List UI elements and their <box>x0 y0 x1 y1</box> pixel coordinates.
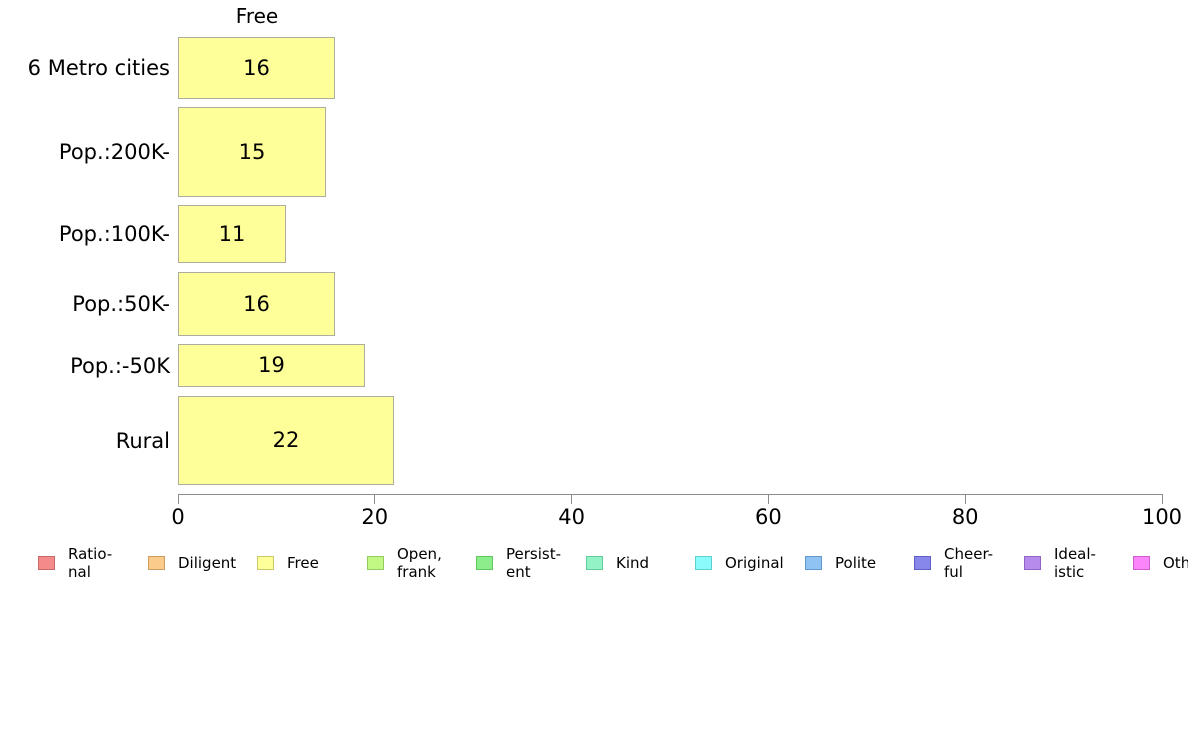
bar-value-label: 16 <box>243 291 270 316</box>
legend-swatch-icon <box>1133 556 1150 570</box>
category-label: Pop.:100K- <box>58 222 170 246</box>
x-axis-tick-mark <box>374 495 376 504</box>
bar-value-label: 22 <box>272 428 300 452</box>
x-axis-tick-label: 0 <box>171 505 185 529</box>
category-label: 6 Metro cities <box>27 56 170 80</box>
bar: 16 <box>178 37 335 99</box>
legend-swatch-icon <box>695 556 712 570</box>
bar-value-label: 16 <box>243 55 270 80</box>
bar: 19 <box>178 344 365 387</box>
bar-value-label: 11 <box>218 221 246 246</box>
legend-item-label: Free <box>287 554 319 572</box>
x-axis-tick-mark <box>571 495 573 504</box>
legend-item-label: Original <box>725 554 784 572</box>
x-axis-tick-mark <box>767 495 769 504</box>
legend-swatch-icon <box>476 556 493 570</box>
legend-item: Kind <box>586 544 649 582</box>
category-label: Pop.:200K- <box>58 140 170 164</box>
legend-item: Ratio- nal <box>38 544 112 582</box>
legend-swatch-icon <box>38 556 55 570</box>
legend-item-label: Cheer- ful <box>944 545 994 581</box>
bar-value-label: 19 <box>258 353 285 377</box>
x-axis-tick-label: 80 <box>951 505 979 529</box>
legend-item-label: Kind <box>616 554 650 572</box>
category-label: Pop.:50K- <box>72 292 170 316</box>
x-axis-tick-label: 40 <box>558 505 585 529</box>
legend-item: Original <box>695 544 784 582</box>
bar-value-label: 15 <box>238 139 266 164</box>
x-axis-line <box>178 494 1163 495</box>
legend-swatch-icon <box>257 556 274 570</box>
bar: 11 <box>178 205 286 263</box>
legend-item: Cheer- ful <box>914 544 993 582</box>
legend-swatch-icon <box>148 556 165 570</box>
legend-swatch-icon <box>805 556 822 570</box>
legend-swatch-icon <box>1024 556 1041 570</box>
x-axis-tick-mark <box>1161 495 1163 504</box>
legend-item-label: Other <box>1163 554 1188 572</box>
x-axis-tick-label: 20 <box>361 505 389 529</box>
bar: 22 <box>178 396 394 485</box>
legend-item-label: Open, frank <box>397 545 442 581</box>
legend-item: Open, frank <box>367 544 442 582</box>
legend-item-label: Ideal- istic <box>1054 545 1096 581</box>
legend-swatch-icon <box>586 556 603 570</box>
legend-item: Ideal- istic <box>1024 544 1096 582</box>
legend-item-label: Ratio- nal <box>68 545 113 581</box>
legend-swatch-icon <box>914 556 931 570</box>
legend-swatch-icon <box>367 556 384 570</box>
x-axis-tick-mark <box>177 495 179 504</box>
legend-item: Free <box>257 544 319 582</box>
legend-item-label: Persist- ent <box>506 545 561 581</box>
bar: 15 <box>178 107 326 197</box>
category-label: Pop.:-50K <box>70 353 170 378</box>
bar: 16 <box>178 272 335 336</box>
category-label: Rural <box>115 428 170 453</box>
legend-item: Other <box>1133 544 1188 582</box>
legend-item: Polite <box>805 544 876 582</box>
legend-item-label: Polite <box>835 554 877 572</box>
legend-item: Diligent <box>148 544 236 582</box>
x-axis-tick-mark <box>964 495 966 504</box>
x-axis-tick-label: 100 <box>1141 505 1183 529</box>
x-axis-tick-label: 60 <box>755 505 782 529</box>
legend-item: Persist- ent <box>476 544 561 582</box>
legend-item-label: Diligent <box>178 554 237 572</box>
chart-title: Free <box>235 4 279 28</box>
